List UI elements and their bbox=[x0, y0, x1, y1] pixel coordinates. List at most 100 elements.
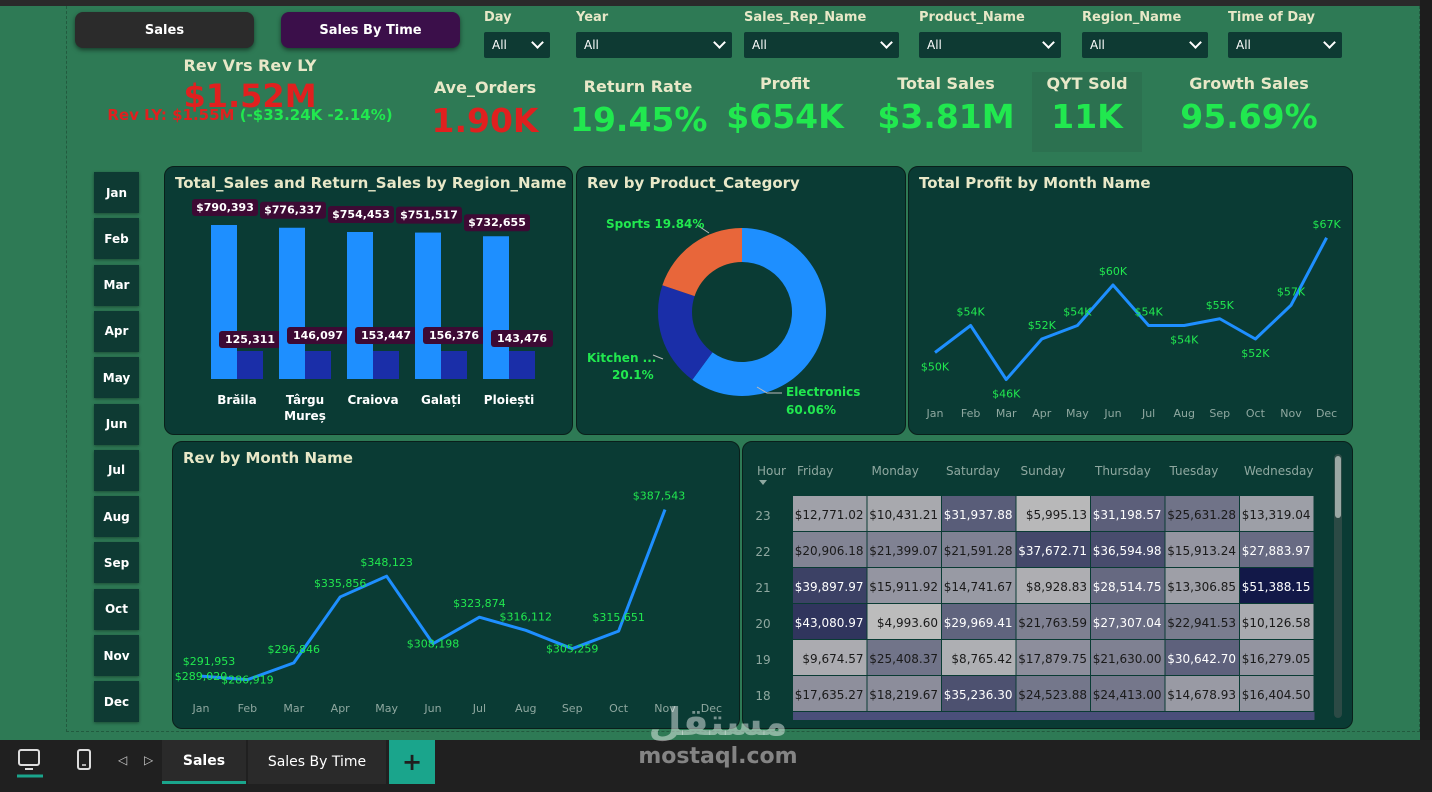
point-label: $52K bbox=[1241, 347, 1270, 360]
matrix-cell[interactable] bbox=[1091, 568, 1165, 603]
matrix-cell[interactable] bbox=[1240, 676, 1314, 711]
slicer-sales-rep: Sales_Rep_Name All bbox=[744, 10, 899, 58]
rev-value: $1.52M bbox=[183, 77, 317, 115]
month-button-feb[interactable]: Feb bbox=[94, 218, 139, 260]
hour-label: 19 bbox=[755, 653, 770, 667]
matrix-cell[interactable] bbox=[793, 640, 867, 675]
matrix-cell[interactable] bbox=[1165, 640, 1240, 675]
slicer-dropdown[interactable]: All bbox=[484, 32, 550, 58]
bar-total-sales[interactable] bbox=[415, 232, 441, 379]
matrix-cell[interactable] bbox=[867, 568, 942, 603]
bar-return-sales[interactable] bbox=[441, 351, 467, 379]
matrix-cell[interactable] bbox=[1165, 568, 1240, 603]
matrix-cell[interactable] bbox=[793, 568, 867, 603]
month-button-jun[interactable]: Jun bbox=[94, 403, 139, 445]
matrix-cell[interactable] bbox=[1016, 640, 1091, 675]
bar-return-sales[interactable] bbox=[373, 351, 399, 379]
matrix-scrollbar-thumb[interactable] bbox=[1335, 456, 1341, 518]
month-button-mar[interactable]: Mar bbox=[94, 264, 139, 306]
matrix-cell[interactable] bbox=[1091, 676, 1165, 711]
matrix-cell[interactable] bbox=[1091, 640, 1165, 675]
prev-page-icon[interactable]: ◁ bbox=[118, 753, 128, 767]
matrix-cell[interactable] bbox=[1016, 604, 1091, 639]
matrix-cell[interactable] bbox=[1240, 604, 1314, 639]
matrix-cell[interactable] bbox=[867, 604, 942, 639]
rev-line[interactable] bbox=[200, 509, 667, 682]
profit-line[interactable] bbox=[934, 237, 1328, 381]
matrix-cell[interactable] bbox=[793, 532, 867, 567]
add-page-button[interactable]: + bbox=[389, 740, 435, 784]
matrix-cell[interactable] bbox=[793, 604, 867, 639]
bar-total-sales[interactable] bbox=[347, 232, 373, 379]
matrix-cell[interactable] bbox=[942, 676, 1016, 711]
month-button-jul[interactable]: Jul bbox=[94, 449, 139, 491]
bar-return-sales[interactable] bbox=[237, 351, 263, 379]
cell-value: $12,771.02 bbox=[795, 508, 864, 522]
matrix-cell[interactable] bbox=[1240, 496, 1314, 531]
month-button-oct[interactable]: Oct bbox=[94, 588, 139, 630]
matrix-scrollbar-track[interactable] bbox=[1334, 454, 1342, 718]
next-page-icon[interactable]: ▷ bbox=[144, 753, 154, 767]
matrix-cell[interactable] bbox=[1091, 604, 1165, 639]
hour-day-matrix-card: Hour Friday Monday Saturday Sunday Thursday Tu… bbox=[742, 441, 1353, 729]
matrix-cell[interactable] bbox=[1240, 568, 1314, 603]
matrix-cell[interactable] bbox=[1016, 676, 1091, 711]
matrix-cell[interactable] bbox=[867, 532, 942, 567]
matrix-cell[interactable] bbox=[942, 532, 1016, 567]
matrix-cell[interactable] bbox=[1016, 568, 1091, 603]
matrix-cell[interactable] bbox=[1016, 496, 1091, 531]
matrix-cell[interactable] bbox=[867, 640, 942, 675]
bar-total-sales[interactable] bbox=[211, 225, 237, 379]
matrix-cell[interactable] bbox=[942, 640, 1016, 675]
x-tick-label: Aug bbox=[515, 702, 536, 715]
bar-total-sales[interactable] bbox=[483, 236, 509, 379]
month-button-jan[interactable]: Jan bbox=[94, 172, 139, 213]
cell-value: $36,594.98 bbox=[1093, 544, 1162, 558]
bar-return-sales[interactable] bbox=[305, 351, 331, 379]
matrix-cell[interactable] bbox=[1091, 532, 1165, 567]
matrix-cell[interactable] bbox=[942, 604, 1016, 639]
kpi-label: Ave_Orders bbox=[433, 78, 537, 97]
bar-return-sales[interactable] bbox=[509, 351, 535, 379]
phone-icon[interactable] bbox=[76, 748, 92, 772]
sort-desc-icon[interactable] bbox=[759, 480, 767, 485]
slicer-dropdown[interactable]: All bbox=[576, 32, 732, 58]
matrix-cell[interactable] bbox=[793, 496, 867, 531]
matrix-cell[interactable] bbox=[793, 676, 867, 711]
matrix-cell[interactable] bbox=[1240, 532, 1314, 567]
nav-sales-by-time-button[interactable]: Sales By Time bbox=[281, 12, 460, 48]
matrix-cell[interactable] bbox=[867, 496, 942, 531]
kpi-total-sales: Total Sales $3.81M bbox=[870, 74, 1022, 137]
data-label: 156,376 bbox=[429, 329, 479, 342]
point-label: $54K bbox=[956, 306, 985, 319]
slicer-dropdown[interactable]: All bbox=[1082, 32, 1208, 58]
month-button-dec[interactable]: Dec bbox=[94, 681, 139, 723]
matrix-cell[interactable] bbox=[942, 568, 1016, 603]
month-button-nov[interactable]: Nov bbox=[94, 635, 139, 676]
slicer-dropdown[interactable]: All bbox=[919, 32, 1061, 58]
month-button-apr[interactable]: Apr bbox=[94, 310, 139, 352]
matrix-cell[interactable] bbox=[1016, 532, 1091, 567]
matrix-cell[interactable] bbox=[1165, 676, 1240, 711]
matrix-cell[interactable] bbox=[1091, 496, 1165, 531]
donut-slice-kitchen[interactable] bbox=[658, 285, 713, 380]
month-button-may[interactable]: May bbox=[94, 357, 139, 399]
matrix-cell[interactable] bbox=[1165, 604, 1240, 639]
donut-slice-sports[interactable] bbox=[662, 227, 742, 297]
nav-sales-button[interactable]: Sales bbox=[75, 12, 254, 48]
month-button-aug[interactable]: Aug bbox=[94, 496, 139, 538]
desktop-icon[interactable] bbox=[17, 748, 43, 778]
donut-slice-electronics[interactable] bbox=[692, 228, 826, 396]
matrix-cell[interactable] bbox=[1165, 496, 1240, 531]
matrix-cell[interactable] bbox=[942, 496, 1016, 531]
matrix-cell[interactable] bbox=[867, 676, 942, 711]
tab-sales[interactable]: Sales bbox=[162, 740, 246, 784]
matrix-cell[interactable] bbox=[1165, 532, 1240, 567]
tab-sales-by-time[interactable]: Sales By Time bbox=[248, 740, 386, 784]
matrix-cell[interactable] bbox=[1240, 640, 1314, 675]
slicer-dropdown[interactable]: All bbox=[1228, 32, 1342, 58]
month-button-sep[interactable]: Sep bbox=[94, 542, 139, 584]
rev-vs-ly-title: Rev Vrs Rev LY bbox=[183, 56, 317, 75]
bar-total-sales[interactable] bbox=[279, 227, 305, 379]
slicer-dropdown[interactable]: All bbox=[744, 32, 899, 58]
